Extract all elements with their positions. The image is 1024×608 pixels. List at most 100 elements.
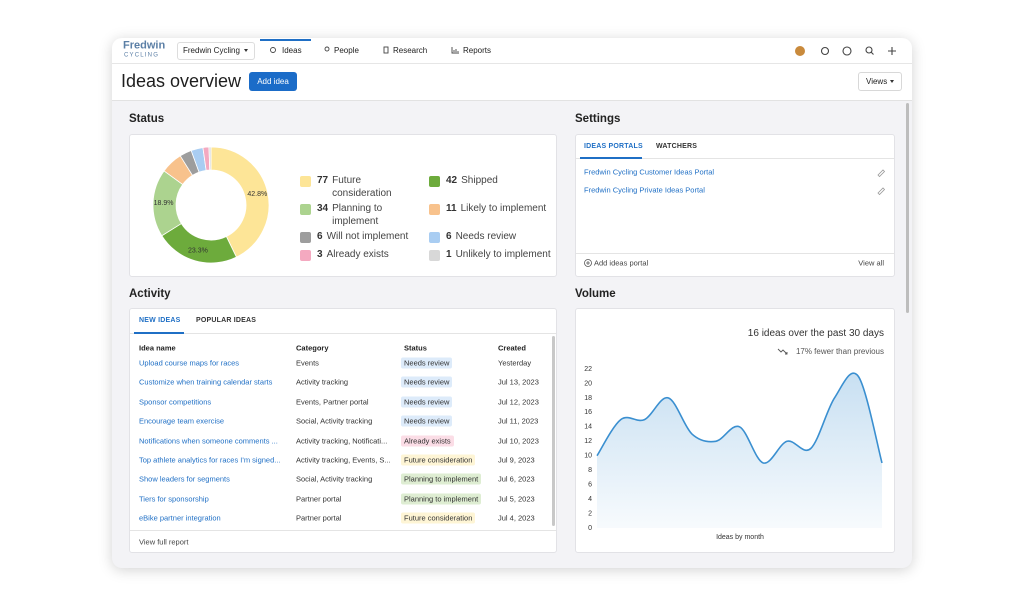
add-portal-link[interactable]: Add ideas portal <box>594 258 649 268</box>
legend-count: 6 <box>317 231 323 242</box>
legend-count: 34 <box>317 203 329 214</box>
nav-tab[interactable]: Ideas <box>282 46 302 56</box>
status-chip: Needs review <box>401 415 453 427</box>
legend-item: 3 Already exists <box>300 249 389 262</box>
legend-item: 6 Will not implement <box>300 231 408 244</box>
status-chip: Needs review <box>401 357 453 369</box>
nav-tab[interactable]: Reports <box>463 46 492 56</box>
add-idea-button[interactable] <box>249 72 297 91</box>
settings-tab[interactable]: WATCHERS <box>656 142 698 150</box>
idea-name[interactable]: Upload course maps for races <box>139 358 240 368</box>
activity-tab[interactable]: POPULAR IDEAS <box>196 316 257 324</box>
nav-tab[interactable]: People <box>334 46 359 56</box>
legend-label: Planning to implement <box>332 203 383 227</box>
idea-name[interactable]: Show leaders for segments <box>139 474 230 484</box>
created-date: Jul 12, 2023 <box>498 397 539 407</box>
view-full-report[interactable]: View full report <box>139 537 189 547</box>
idea-category: Activity tracking, Events, S... <box>296 455 391 465</box>
legend-label: Needs review <box>455 231 517 242</box>
portal-link[interactable]: Fredwin Cycling Private Ideas Portal <box>584 185 705 195</box>
logo-sub: CYCLING <box>124 52 160 59</box>
legend-label: Unlikely to implement <box>455 249 551 260</box>
legend-label: Likely to implement <box>460 203 547 214</box>
status-chip: Planning to implement <box>401 493 482 505</box>
view-all-link[interactable]: View all <box>858 258 884 268</box>
column-header: Status <box>404 343 427 353</box>
idea-name[interactable]: Encourage team exercise <box>139 416 225 426</box>
section-title: Activity <box>129 288 171 301</box>
settings-tab[interactable]: IDEAS PORTALS <box>584 142 643 150</box>
chart-title: 16 ideas over the past 30 days <box>747 328 884 339</box>
portal-link[interactable]: Fredwin Cycling Customer Ideas Portal <box>584 167 715 177</box>
activity-tab-divider <box>130 333 556 334</box>
legend-count: 6 <box>446 231 452 242</box>
idea-category: Activity tracking, Notificati... <box>296 436 388 446</box>
column-header: Created <box>498 343 526 353</box>
settings-footer-divider <box>576 253 894 254</box>
status-chip: Future consideration <box>401 454 476 466</box>
status-chip: Future consideration <box>401 512 476 524</box>
legend-label: Will not implement <box>326 231 409 242</box>
created-date: Jul 13, 2023 <box>498 377 539 387</box>
legend-count: 42 <box>446 175 458 186</box>
activity-panel <box>129 308 557 553</box>
idea-category: Events, Partner portal <box>296 397 369 407</box>
status-chip: Already exists <box>401 435 454 447</box>
section-title: Status <box>129 113 165 126</box>
idea-category: Events <box>296 358 319 368</box>
idea-category: Social, Activity tracking <box>296 416 373 426</box>
views-button[interactable] <box>858 72 902 91</box>
idea-name[interactable]: Sponsor competitions <box>139 397 212 407</box>
created-date: Jul 9, 2023 <box>498 455 535 465</box>
legend-swatch <box>429 204 440 215</box>
legend-item: 6 Needs review <box>429 231 516 244</box>
legend-count: 3 <box>317 249 323 260</box>
status-chip: Needs review <box>401 396 453 408</box>
active-tab-indicator <box>260 39 311 41</box>
column-header: Idea name <box>139 343 176 353</box>
workspace-name[interactable]: Fredwin Cycling <box>183 46 240 56</box>
nav-tab[interactable]: Research <box>393 46 428 56</box>
workspace-dropdown[interactable] <box>177 42 255 60</box>
section-title: Volume <box>575 288 616 301</box>
settings-panel <box>575 134 895 277</box>
idea-name[interactable]: Tiers for sponsorship <box>139 494 209 504</box>
legend-swatch <box>429 232 440 243</box>
legend-label: Already exists <box>326 249 389 260</box>
legend-item: 1 Unlikely to implement <box>429 249 551 262</box>
scrollbar <box>906 103 909 313</box>
table-scrollbar <box>552 336 555 526</box>
legend-item: 11 Likely to implement <box>429 203 546 216</box>
legend-swatch <box>429 250 440 261</box>
legend-swatch <box>300 232 311 243</box>
created-date: Jul 11, 2023 <box>498 416 539 426</box>
activity-footer-divider <box>130 530 556 531</box>
idea-name[interactable]: eBike partner integration <box>139 513 221 523</box>
idea-category: Partner portal <box>296 494 342 504</box>
activity-tab[interactable]: NEW IDEAS <box>139 316 181 324</box>
column-header: Category <box>296 343 329 353</box>
idea-category: Partner portal <box>296 513 342 523</box>
legend-swatch <box>429 176 440 187</box>
x-axis-label: Ideas by month <box>716 533 764 541</box>
add-idea-label[interactable]: Add idea <box>257 76 289 86</box>
idea-name[interactable]: Customize when training calendar starts <box>139 377 273 387</box>
legend-count: 1 <box>446 249 452 260</box>
legend-count: 77 <box>317 175 329 186</box>
idea-category: Activity tracking <box>296 377 349 387</box>
idea-name[interactable]: Notifications when someone comments ... <box>139 436 278 446</box>
legend-count: 11 <box>446 203 457 214</box>
settings-tab-divider <box>576 158 894 159</box>
legend-swatch <box>300 176 311 187</box>
views-label[interactable]: Views <box>866 76 888 86</box>
created-date: Jul 6, 2023 <box>498 474 535 484</box>
legend-swatch <box>300 250 311 261</box>
legend-item: 42 Shipped <box>429 175 498 188</box>
legend-label: Future consideration <box>332 175 392 199</box>
section-title: Settings <box>575 113 621 126</box>
idea-category: Social, Activity tracking <box>296 474 373 484</box>
idea-name[interactable]: Top athlete analytics for races I'm sign… <box>139 455 281 465</box>
legend-label: Shipped <box>461 175 498 186</box>
activity-tab-indicator <box>134 332 184 334</box>
header-bar <box>112 64 912 101</box>
